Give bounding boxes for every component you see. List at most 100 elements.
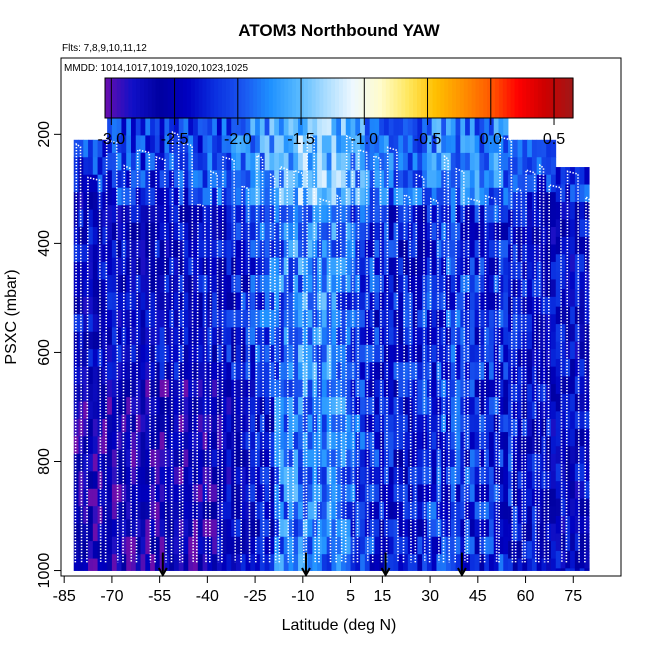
heatmap-cell — [188, 170, 194, 189]
heatmap-cell — [250, 170, 256, 189]
heatmap-cell — [369, 117, 375, 136]
heatmap-cell — [236, 309, 242, 328]
heatmap-cell — [551, 401, 557, 420]
heatmap-cell — [484, 187, 490, 206]
heatmap-cell — [178, 222, 184, 241]
heatmap-cell — [131, 501, 137, 520]
heatmap-cell — [283, 205, 289, 224]
heatmap-cell — [231, 309, 237, 328]
heatmap-cell — [126, 222, 132, 241]
heatmap-cell — [531, 488, 538, 507]
heatmap-cell — [274, 397, 280, 415]
heatmap-cell — [565, 516, 571, 534]
heatmap-cell — [107, 205, 113, 224]
heatmap-cell — [455, 240, 461, 258]
heatmap-cell — [374, 519, 380, 538]
heatmap-cell — [527, 139, 533, 158]
heatmap-cell — [312, 449, 318, 468]
heatmap-cell — [345, 170, 351, 189]
heatmap-cell — [579, 184, 585, 203]
heatmap-cell — [154, 432, 161, 450]
heatmap-cell — [341, 152, 347, 171]
heatmap-cell — [388, 379, 394, 398]
heatmap-cell — [512, 261, 518, 280]
heatmap-cell — [383, 379, 390, 398]
heatmap-cell — [455, 152, 461, 171]
heatmap-cell — [422, 309, 428, 328]
heatmap-cell — [374, 257, 380, 276]
heatmap-cell — [92, 244, 98, 263]
heatmap-cell — [283, 187, 289, 206]
heatmap-cell — [388, 501, 394, 520]
heatmap-cell — [350, 240, 356, 258]
heatmap-cell — [302, 362, 308, 381]
heatmap-cell — [407, 449, 413, 468]
colorbar-tick-label: -2.0 — [224, 131, 252, 148]
heatmap-cell — [417, 466, 423, 485]
colorbar-swatch — [186, 78, 192, 118]
heatmap-cell — [331, 397, 337, 415]
heatmap-cell — [570, 358, 576, 377]
heatmap-cell — [88, 488, 94, 507]
heatmap-cell — [183, 397, 189, 415]
heatmap-cell — [197, 205, 203, 224]
heatmap-cell — [111, 222, 118, 241]
heatmap-cell — [111, 397, 118, 415]
colorbar-swatch — [498, 78, 504, 118]
heatmap-cell — [126, 362, 132, 381]
colorbar-swatch — [413, 78, 418, 118]
colorbar-swatch — [136, 78, 141, 118]
heatmap-cell — [283, 135, 289, 154]
heatmap-cell — [336, 135, 342, 154]
heatmap-cell — [102, 331, 108, 350]
heatmap-cell — [570, 219, 576, 238]
colorbar-swatch — [557, 78, 562, 118]
heatmap-cell — [231, 152, 237, 171]
heatmap-cell — [178, 519, 184, 538]
heatmap-cell — [307, 536, 313, 555]
heatmap-cell — [407, 240, 413, 258]
heatmap-cell — [178, 344, 184, 363]
heatmap-cell — [240, 240, 246, 258]
heatmap-cell — [183, 135, 189, 154]
heatmap-cell — [269, 362, 275, 381]
heatmap-cell — [350, 152, 356, 171]
heatmap-cell — [173, 362, 180, 381]
heatmap-cell — [474, 117, 480, 136]
heatmap-cell — [407, 414, 413, 433]
heatmap-cell — [488, 257, 495, 276]
heatmap-cell — [393, 309, 399, 328]
heatmap-cell — [169, 449, 175, 468]
heatmap-cell — [245, 449, 251, 468]
heatmap-cell — [197, 536, 203, 555]
heatmap-cell — [388, 309, 394, 328]
heatmap-cell — [379, 292, 385, 311]
heatmap-cell — [216, 536, 223, 555]
heatmap-cell — [302, 309, 308, 328]
heatmap-cell — [193, 484, 199, 503]
heatmap-cell — [431, 397, 437, 415]
heatmap-cell — [264, 362, 270, 381]
heatmap-cell — [145, 205, 151, 224]
heatmap-cell — [379, 344, 385, 363]
heatmap-cell — [345, 536, 351, 555]
heatmap-cell — [331, 135, 337, 154]
heatmap-cell — [250, 379, 256, 398]
heatmap-cell — [231, 205, 237, 224]
heatmap-cell — [498, 327, 504, 346]
heatmap-cell — [388, 536, 394, 555]
heatmap-cell — [250, 501, 256, 520]
heatmap-cell — [193, 466, 199, 485]
heatmap-cell — [441, 554, 447, 571]
heatmap-cell — [107, 309, 113, 328]
heatmap-cell — [326, 344, 332, 363]
heatmap-cell — [164, 152, 170, 171]
colorbar-swatch — [327, 78, 332, 118]
heatmap-cell — [570, 463, 576, 482]
heatmap-cell — [546, 157, 552, 176]
heatmap-cell — [298, 170, 304, 189]
heatmap-cell — [164, 362, 170, 381]
heatmap-cell — [245, 152, 251, 171]
heatmap-cell — [426, 362, 433, 381]
heatmap-cell — [469, 117, 476, 136]
